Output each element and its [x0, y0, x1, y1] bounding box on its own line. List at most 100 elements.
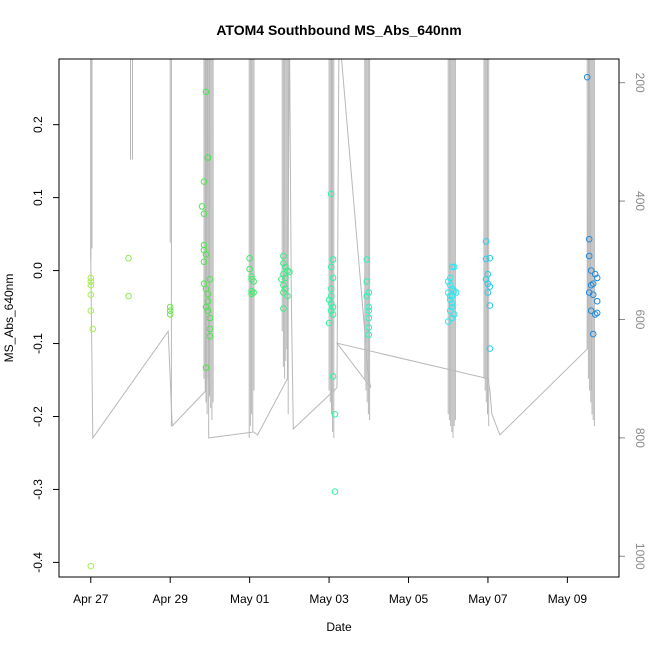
data-point: [446, 292, 454, 300]
data-point: [448, 300, 456, 307]
data-point: [87, 291, 95, 299]
data-point: [280, 289, 287, 296]
data-point: [246, 265, 253, 273]
data-point: [206, 325, 214, 333]
data-point: [280, 260, 287, 267]
data-point: [446, 307, 454, 315]
data-point: [448, 263, 456, 271]
data-point: [365, 307, 373, 315]
data-point: [444, 289, 452, 296]
data-point: [593, 274, 601, 282]
data-point: [450, 311, 458, 318]
data-point: [591, 311, 599, 318]
data-point: [89, 325, 97, 333]
y2-tick-label: 200: [633, 73, 647, 93]
data-point: [363, 256, 371, 263]
data-point: [87, 562, 95, 570]
x-tick-label: May 07: [468, 592, 508, 606]
y2-tick-label: 1000: [633, 543, 647, 570]
data-point: [448, 285, 456, 293]
data-point: [200, 210, 208, 217]
data-point: [365, 331, 373, 339]
y-tick-label: 0.1: [31, 189, 45, 206]
y2-axis: 200 400 600 800 1000: [619, 73, 647, 570]
data-point: [593, 309, 601, 317]
data-point: [280, 252, 287, 260]
data-point: [198, 203, 206, 210]
data-point: [327, 292, 335, 300]
data-point: [591, 270, 599, 278]
data-point: [585, 252, 593, 260]
x-axis: Apr 27 Apr 29 May 01 May 03 May 05 May 07 May …: [73, 577, 587, 606]
data-point: [365, 314, 373, 322]
y-tick-label: -0.1: [31, 333, 45, 354]
data-point: [248, 276, 255, 283]
data-point: [204, 290, 212, 298]
data-point: [87, 274, 95, 282]
data-point: [587, 281, 595, 289]
data-point: [448, 292, 456, 300]
data-point: [587, 267, 595, 274]
data-point: [200, 178, 208, 185]
data-point: [327, 190, 335, 198]
data-point: [589, 291, 597, 299]
y-axis-label: MS_Abs_640nm: [2, 274, 16, 363]
data-point: [593, 297, 601, 305]
data-point: [280, 305, 287, 312]
points-layer: [87, 73, 601, 570]
data-point: [448, 314, 456, 322]
data-point: [327, 307, 335, 315]
data-point: [327, 263, 335, 271]
data-point: [452, 289, 460, 296]
data-point: [278, 276, 285, 283]
y-tick-label: 0.0: [31, 262, 45, 279]
x-tick-label: May 01: [230, 592, 270, 606]
track-line: [90, 59, 592, 440]
data-point: [87, 278, 95, 285]
data-point: [444, 278, 452, 285]
data-point: [125, 292, 132, 300]
data-point: [444, 318, 452, 325]
data-point: [329, 256, 337, 263]
data-point: [250, 289, 257, 296]
data-point: [206, 332, 214, 340]
data-point: [482, 255, 490, 263]
data-point: [446, 281, 454, 289]
y2-tick-label: 600: [633, 309, 647, 329]
data-point: [202, 364, 210, 371]
data-point: [125, 254, 132, 262]
data-point: [166, 303, 174, 311]
data-point: [327, 300, 335, 307]
data-point: [202, 251, 210, 258]
data-point: [327, 285, 335, 293]
data-point: [363, 292, 371, 300]
data-point: [329, 373, 337, 380]
data-point: [329, 303, 337, 311]
x-tick-label: May 09: [548, 592, 588, 606]
data-point: [331, 411, 339, 418]
data-point: [446, 274, 454, 282]
data-point: [286, 268, 293, 276]
plot-frame: [58, 58, 620, 578]
data-point: [206, 276, 214, 283]
y-tick-label: 0.2: [31, 116, 45, 133]
data-point: [329, 274, 337, 282]
data-point: [87, 281, 95, 289]
data-point: [325, 319, 333, 327]
data-point: [331, 488, 339, 495]
data-point: [365, 289, 373, 296]
y-tick-label: -0.3: [31, 479, 45, 500]
data-point: [486, 302, 494, 309]
data-point: [486, 345, 494, 352]
data-point: [486, 283, 494, 290]
x-tick-label: Apr 27: [73, 592, 109, 606]
data-point: [284, 292, 291, 300]
y-tick-label: -0.4: [31, 552, 45, 573]
y-tick-label: -0.2: [31, 406, 45, 427]
y2-tick-label: 400: [633, 191, 647, 211]
data-point: [589, 280, 597, 288]
data-point: [206, 314, 214, 322]
data-point: [585, 235, 593, 243]
data-point: [166, 307, 174, 315]
y2-tick-label: 800: [633, 428, 647, 448]
